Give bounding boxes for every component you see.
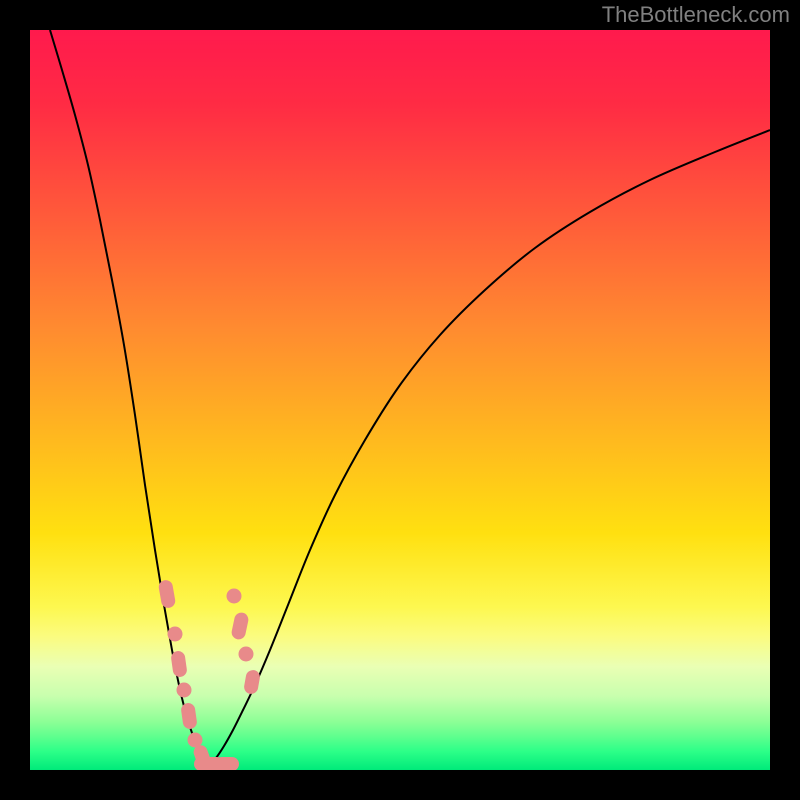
watermark-text: TheBottleneck.com — [602, 2, 790, 28]
plot-area — [30, 30, 770, 770]
frame-border-bottom — [0, 770, 800, 800]
bottleneck-curve — [30, 30, 770, 770]
frame-border-right — [770, 0, 800, 800]
frame-border-left — [0, 0, 30, 800]
